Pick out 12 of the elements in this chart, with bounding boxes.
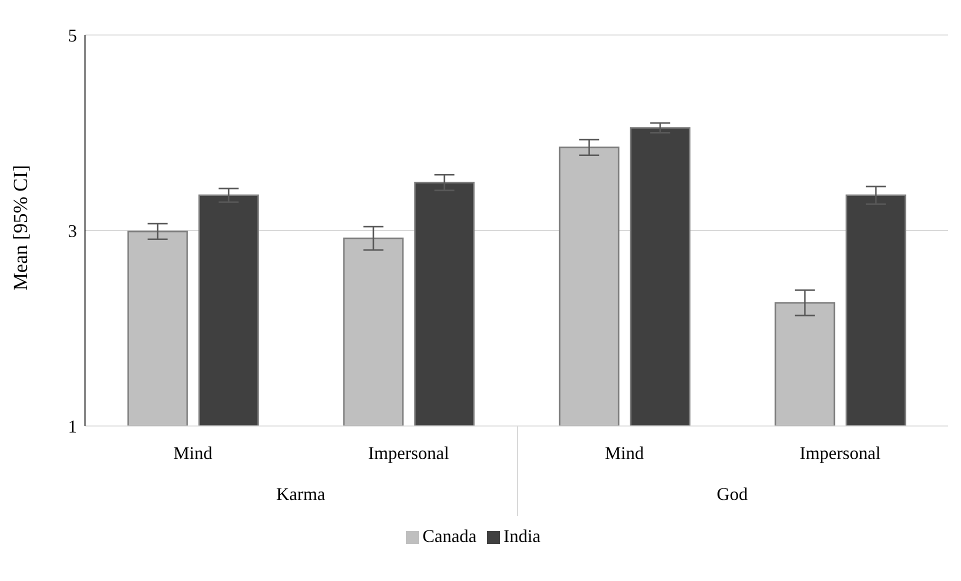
text: God bbox=[716, 484, 749, 505]
legend-label: Canada bbox=[422, 526, 476, 546]
y-tick-label: 5 bbox=[68, 25, 77, 46]
y-tick-label: 3 bbox=[68, 220, 77, 241]
x-tick-label: Mind bbox=[604, 442, 644, 463]
x-tick-label: Impersonal bbox=[368, 442, 450, 463]
x-tick-label: Impersonal bbox=[800, 442, 881, 463]
y-axis-title: Mean [95% CI] bbox=[10, 164, 32, 290]
legend-label: India bbox=[504, 526, 540, 546]
text: Karma bbox=[275, 484, 326, 505]
x-tick-label: Mind bbox=[173, 442, 212, 463]
y-tick-label: 1 bbox=[68, 416, 77, 436]
